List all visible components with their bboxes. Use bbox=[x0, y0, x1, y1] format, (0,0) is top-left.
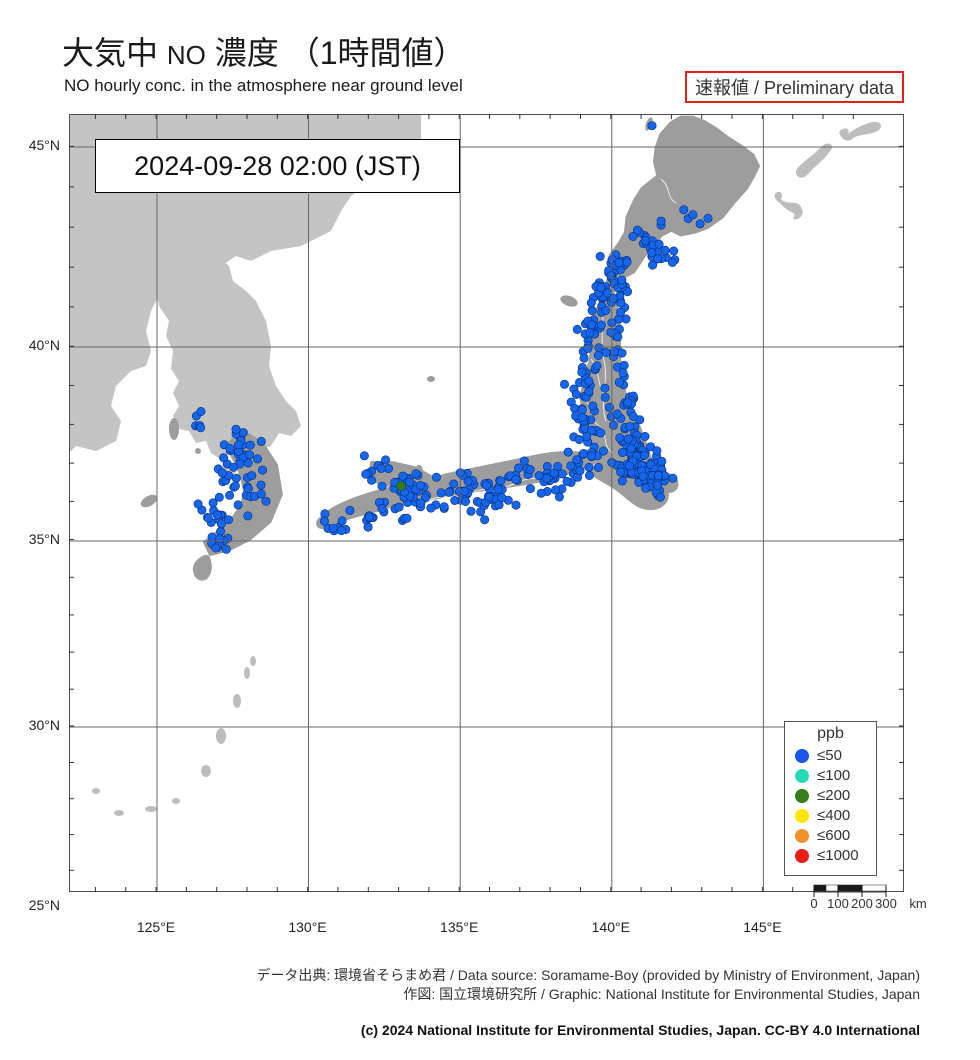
svg-text:0: 0 bbox=[810, 896, 817, 911]
svg-text:km: km bbox=[909, 896, 926, 911]
svg-text:200: 200 bbox=[851, 896, 873, 911]
svg-text:300: 300 bbox=[875, 896, 897, 911]
svg-text:100: 100 bbox=[827, 896, 849, 911]
